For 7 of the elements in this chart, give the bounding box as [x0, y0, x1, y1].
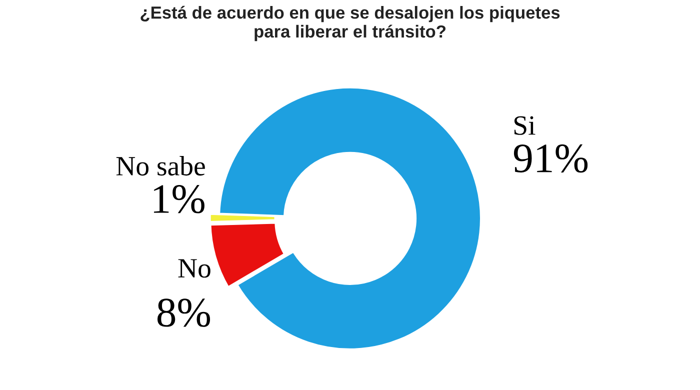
slice-label: No sabe [116, 156, 205, 176]
slice-label: Si [514, 116, 536, 135]
slice-label: No [178, 259, 210, 278]
data-label: 1% [154, 185, 204, 214]
chart-title: ¿Está de acuerdo en que se desalojen los piquetes para liberar el tránsito? [140, 6, 560, 42]
data-label: 8% [157, 298, 210, 327]
data-label: 91% [514, 144, 588, 173]
